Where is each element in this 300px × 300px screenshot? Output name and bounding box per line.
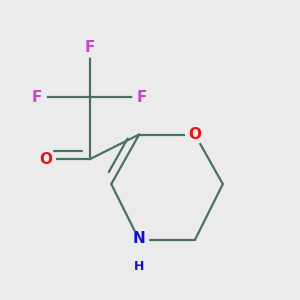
Circle shape xyxy=(186,125,204,144)
Text: F: F xyxy=(84,40,95,55)
Circle shape xyxy=(80,38,99,57)
Text: H: H xyxy=(134,260,144,273)
Text: O: O xyxy=(40,152,53,167)
Circle shape xyxy=(37,150,56,169)
Circle shape xyxy=(28,88,46,106)
Circle shape xyxy=(133,88,152,106)
Text: F: F xyxy=(137,90,147,105)
Text: N: N xyxy=(133,231,146,246)
Circle shape xyxy=(130,231,148,249)
Text: F: F xyxy=(32,90,42,105)
Text: O: O xyxy=(188,127,201,142)
